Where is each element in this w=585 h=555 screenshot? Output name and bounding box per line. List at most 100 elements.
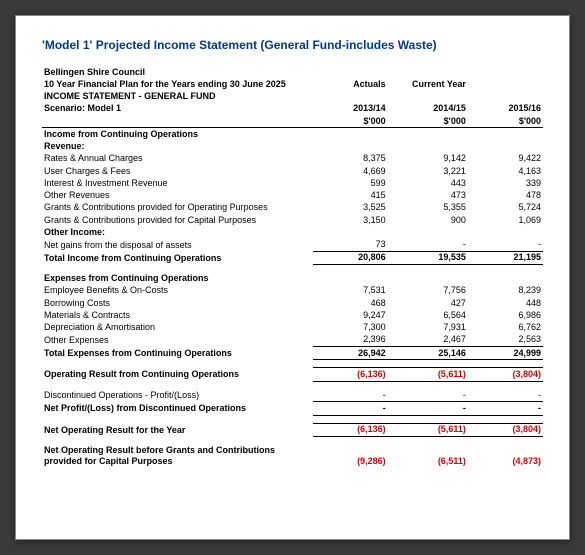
- expense-item-label: Borrowing Costs: [42, 297, 313, 309]
- expense-item-value: 6,986: [468, 309, 543, 321]
- net-disc-row: Net Profit/(Loss) from Discontinued Oper…: [42, 402, 543, 415]
- expense-item-value: 468: [313, 297, 388, 309]
- net-gains-label: Net gains from the disposal of assets: [42, 239, 313, 252]
- op-result-v3: (3,804): [468, 368, 543, 381]
- expense-item-label: Materials & Contracts: [42, 309, 313, 321]
- income-item-value: 4,163: [468, 165, 543, 177]
- unit-1: $'000: [313, 115, 388, 128]
- net-gains-row: Net gains from the disposal of assets 73…: [42, 239, 543, 252]
- income-item-value: 9,142: [388, 153, 468, 165]
- net-disc-label: Net Profit/(Loss) from Discontinued Oper…: [42, 402, 313, 415]
- net-gains-v3: -: [468, 239, 543, 252]
- expense-item-value: 6,762: [468, 322, 543, 334]
- net-disc-v3: -: [468, 402, 543, 415]
- col3-header-b: 2015/16: [468, 103, 543, 115]
- total-income-v3: 21,195: [468, 251, 543, 264]
- income-item-value: 900: [388, 214, 468, 226]
- financial-table: Bellingen Shire Council 10 Year Financia…: [42, 66, 543, 468]
- total-expenses-row: Total Expenses from Continuing Operation…: [42, 347, 543, 360]
- col3-header-a: [468, 78, 543, 90]
- net-disc-v2: -: [388, 402, 468, 415]
- scenario-row: Scenario: Model 1 2013/14 2014/15 2015/1…: [42, 103, 543, 115]
- expenses-title-row: Expenses from Continuing Operations: [42, 273, 543, 285]
- net-before-grants-v2: (6,511): [388, 444, 468, 468]
- income-item-row: Interest & Investment Revenue599443339: [42, 177, 543, 189]
- net-op-v1: (6,136): [313, 423, 388, 436]
- income-item-row: Grants & Contributions provided for Capi…: [42, 214, 543, 226]
- expense-item-value: 448: [468, 297, 543, 309]
- net-before-grants-v3: (4,873): [468, 444, 543, 468]
- spacer-1: [42, 265, 543, 273]
- income-item-value: 5,724: [468, 202, 543, 214]
- income-item-label: Interest & Investment Revenue: [42, 177, 313, 189]
- plan-text: 10 Year Financial Plan for the Years end…: [42, 78, 313, 90]
- income-title-row: Income from Continuing Operations: [42, 128, 543, 141]
- income-item-value: 8,375: [313, 153, 388, 165]
- income-item-value: 599: [313, 177, 388, 189]
- net-gains-v2: -: [388, 239, 468, 252]
- income-item-value: 478: [468, 190, 543, 202]
- expense-item-label: Depreciation & Amortisation: [42, 322, 313, 334]
- expense-item-label: Employee Benefits & On-Costs: [42, 285, 313, 297]
- col1-header-b: 2013/14: [313, 103, 388, 115]
- revenue-label-row: Revenue:: [42, 141, 543, 153]
- org-name: Bellingen Shire Council: [42, 66, 313, 78]
- disc-ops-v2: -: [388, 389, 468, 402]
- income-item-row: User Charges & Fees4,6693,2214,163: [42, 165, 543, 177]
- plan-row: 10 Year Financial Plan for the Years end…: [42, 78, 543, 90]
- expenses-title: Expenses from Continuing Operations: [42, 273, 313, 285]
- op-result-row: Operating Result from Continuing Operati…: [42, 368, 543, 381]
- net-disc-v1: -: [313, 402, 388, 415]
- total-income-v1: 20,806: [313, 251, 388, 264]
- income-item-label: Grants & Contributions provided for Oper…: [42, 202, 313, 214]
- unit-3: $'000: [468, 115, 543, 128]
- spacer-4: [42, 415, 543, 423]
- total-income-row: Total Income from Continuing Operations …: [42, 251, 543, 264]
- income-item-row: Grants & Contributions provided for Oper…: [42, 202, 543, 214]
- income-item-value: 3,150: [313, 214, 388, 226]
- disc-ops-row: Discontinued Operations - Profit/(Loss) …: [42, 389, 543, 402]
- op-result-label: Operating Result from Continuing Operati…: [42, 368, 313, 381]
- total-income-label: Total Income from Continuing Operations: [42, 251, 313, 264]
- col2-header-a: Current Year: [388, 78, 468, 90]
- income-item-value: 473: [388, 190, 468, 202]
- other-income-row: Other Income:: [42, 226, 543, 238]
- disc-ops-v1: -: [313, 389, 388, 402]
- expense-item-value: 2,563: [468, 334, 543, 347]
- income-item-row: Other Revenues415473478: [42, 190, 543, 202]
- page-title: 'Model 1' Projected Income Statement (Ge…: [42, 38, 543, 52]
- income-item-label: Rates & Annual Charges: [42, 153, 313, 165]
- income-item-value: 415: [313, 190, 388, 202]
- org-row: Bellingen Shire Council: [42, 66, 543, 78]
- net-op-label: Net Operating Result for the Year: [42, 423, 313, 436]
- income-item-value: 3,525: [313, 202, 388, 214]
- expense-item-value: 7,300: [313, 322, 388, 334]
- income-item-value: 3,221: [388, 165, 468, 177]
- income-item-value: 9,422: [468, 153, 543, 165]
- disc-ops-v3: -: [468, 389, 543, 402]
- income-item-row: Rates & Annual Charges8,3759,1429,422: [42, 153, 543, 165]
- total-expenses-v3: 24,999: [468, 347, 543, 360]
- net-before-grants-row: Net Operating Result before Grants and C…: [42, 444, 543, 468]
- spacer-3: [42, 381, 543, 389]
- income-item-label: User Charges & Fees: [42, 165, 313, 177]
- expense-item-label: Other Expenses: [42, 334, 313, 347]
- statement-row: INCOME STATEMENT - GENERAL FUND: [42, 91, 543, 103]
- expense-item-value: 9,247: [313, 309, 388, 321]
- total-income-v2: 19,535: [388, 251, 468, 264]
- total-expenses-label: Total Expenses from Continuing Operation…: [42, 347, 313, 360]
- col1-header-a: Actuals: [313, 78, 388, 90]
- net-before-grants-label: Net Operating Result before Grants and C…: [42, 444, 313, 468]
- expense-item-value: 7,756: [388, 285, 468, 297]
- op-result-v2: (5,611): [388, 368, 468, 381]
- expense-item-row: Other Expenses2,3962,4672,563: [42, 334, 543, 347]
- expense-item-row: Employee Benefits & On-Costs7,5317,7568,…: [42, 285, 543, 297]
- other-income-label: Other Income:: [42, 226, 313, 238]
- expense-item-value: 7,931: [388, 322, 468, 334]
- income-statement-page: 'Model 1' Projected Income Statement (Ge…: [15, 15, 570, 540]
- expense-item-value: 2,467: [388, 334, 468, 347]
- op-result-v1: (6,136): [313, 368, 388, 381]
- expense-item-value: 6,564: [388, 309, 468, 321]
- expense-item-value: 7,531: [313, 285, 388, 297]
- expense-item-row: Borrowing Costs468427448: [42, 297, 543, 309]
